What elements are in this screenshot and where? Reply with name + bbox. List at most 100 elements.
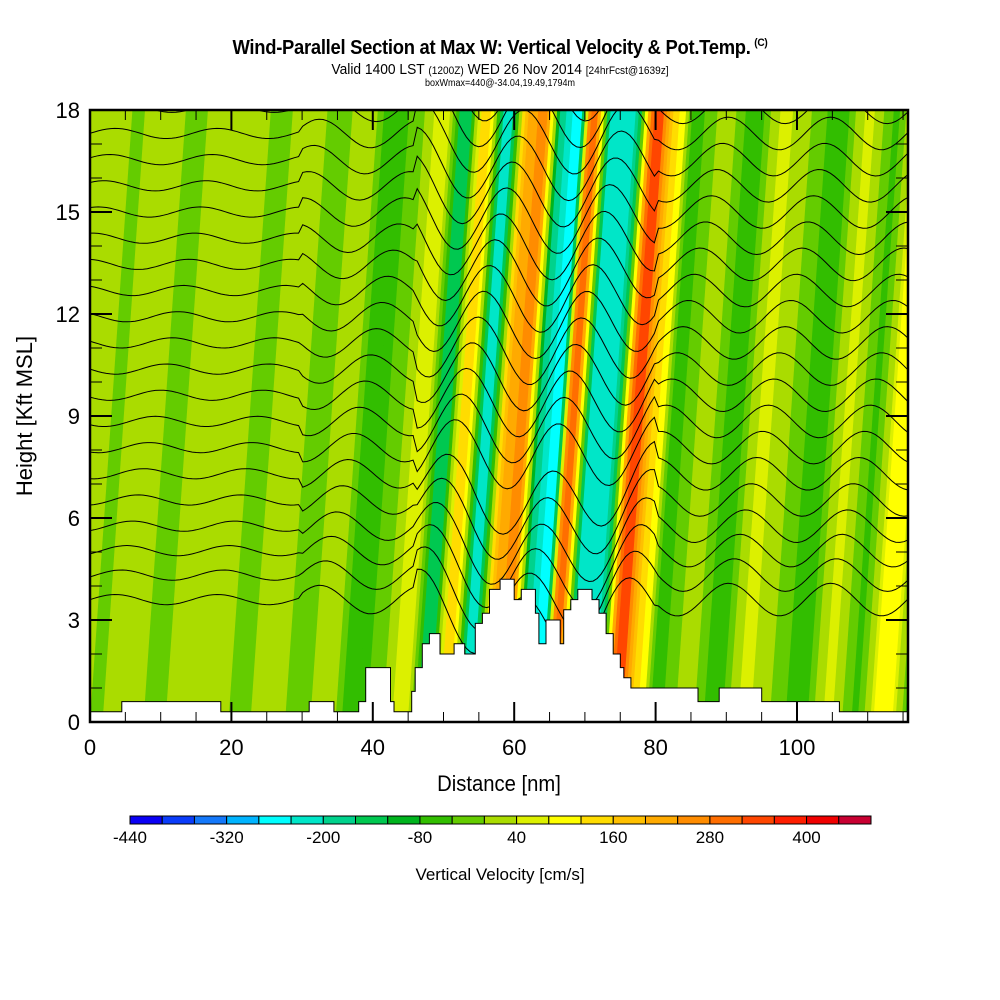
x-tick-label: 80 xyxy=(643,735,667,760)
velocity-band xyxy=(385,110,432,722)
velocity-band xyxy=(552,110,599,722)
velocity-band xyxy=(143,110,190,722)
theta-contour xyxy=(90,110,908,175)
colorbar xyxy=(129,815,872,825)
velocity-band xyxy=(533,110,580,722)
velocity-band xyxy=(675,110,722,722)
velocity-band xyxy=(222,110,269,722)
velocity-band xyxy=(502,110,549,722)
velocity-band xyxy=(370,110,417,722)
velocity-band xyxy=(319,110,366,722)
velocity-band xyxy=(90,110,137,722)
colorbar-tick-label: 160 xyxy=(599,828,627,847)
velocity-band xyxy=(288,110,335,722)
velocity-band xyxy=(653,110,700,722)
y-tick-label: 12 xyxy=(56,302,80,327)
velocity-band xyxy=(105,110,152,722)
velocity-band xyxy=(656,110,703,722)
velocity-band xyxy=(637,110,684,722)
velocity-band xyxy=(788,110,835,722)
velocity-band xyxy=(659,110,706,722)
chart-annotation: boxWmax=440@-34.04,19.49,1794m xyxy=(425,78,575,89)
theta-contour xyxy=(90,469,908,560)
velocity-band xyxy=(96,110,143,722)
colorbar-swatch xyxy=(806,815,840,825)
velocity-band xyxy=(499,110,546,722)
velocity-band xyxy=(118,110,165,722)
velocity-band xyxy=(904,676,908,722)
velocity-band xyxy=(596,110,643,722)
velocity-band xyxy=(813,110,860,722)
velocity-band xyxy=(826,110,873,722)
velocity-band xyxy=(646,110,694,722)
colorbar-swatch xyxy=(612,815,646,825)
x-axis-label: Distance [nm] xyxy=(437,772,561,796)
velocity-band xyxy=(392,110,439,722)
y-axis: 0 3 6 9 12 15 18 xyxy=(56,98,908,735)
velocity-band xyxy=(709,110,756,722)
velocity-band xyxy=(558,110,605,722)
velocity-band xyxy=(719,110,766,722)
velocity-band xyxy=(832,110,879,722)
velocity-band xyxy=(753,110,801,722)
colorbar-swatch xyxy=(226,815,260,825)
velocity-band xyxy=(527,110,574,722)
velocity-band xyxy=(741,110,788,722)
velocity-band xyxy=(156,110,203,722)
velocity-band xyxy=(209,110,256,722)
colorbar-label: Vertical Velocity [cm/s] xyxy=(415,865,584,884)
velocity-band xyxy=(190,110,237,722)
velocity-band xyxy=(124,110,171,722)
velocity-band xyxy=(480,110,527,722)
velocity-band xyxy=(734,110,782,722)
velocity-band xyxy=(200,110,247,722)
velocity-band xyxy=(212,110,259,722)
velocity-band xyxy=(590,110,637,722)
subtitle-forecast: [24hrFcst@1639z] xyxy=(585,65,669,77)
velocity-band xyxy=(193,110,240,722)
velocity-band xyxy=(549,110,596,722)
velocity-band xyxy=(561,110,609,722)
theta-contour xyxy=(90,210,908,281)
velocity-band xyxy=(93,110,140,722)
velocity-band xyxy=(206,110,253,722)
colorbar-swatch xyxy=(773,815,808,825)
chart-subtitle: Valid 1400 LST (1200Z) WED 26 Nov 2014 [… xyxy=(40,61,960,78)
colorbar-swatch xyxy=(516,815,550,825)
velocity-band xyxy=(429,110,476,722)
velocity-band xyxy=(269,110,316,722)
velocity-band xyxy=(609,110,656,722)
velocity-band xyxy=(341,110,388,722)
velocity-band xyxy=(140,110,187,722)
velocity-band xyxy=(442,110,489,722)
velocity-band xyxy=(303,110,351,722)
velocity-band xyxy=(310,110,357,722)
x-tick-label: 100 xyxy=(779,735,816,760)
velocity-band xyxy=(181,110,228,722)
velocity-band xyxy=(756,110,804,722)
velocity-band xyxy=(750,110,797,722)
x-tick-label: 60 xyxy=(502,735,526,760)
velocity-band xyxy=(602,110,649,722)
velocity-band xyxy=(627,110,675,722)
theta-contour xyxy=(90,393,908,464)
velocity-band xyxy=(571,110,618,722)
velocity-band xyxy=(511,110,558,722)
velocity-band xyxy=(539,110,587,722)
velocity-band xyxy=(543,110,590,722)
velocity-band xyxy=(583,110,631,722)
colorbar-swatch xyxy=(322,815,357,825)
colorbar-swatch xyxy=(419,815,453,825)
velocity-band xyxy=(196,110,244,722)
velocity-band xyxy=(218,110,266,722)
velocity-band xyxy=(851,110,898,722)
velocity-band xyxy=(521,110,568,722)
velocity-band xyxy=(178,110,225,722)
velocity-band xyxy=(492,110,539,722)
velocity-band xyxy=(99,110,146,722)
colorbar-ticks: -440 -320 -200 -80 40 160 280 400 xyxy=(113,828,821,847)
velocity-band xyxy=(615,110,662,722)
theta-contour xyxy=(90,440,908,535)
velocity-band xyxy=(247,110,294,722)
velocity-band xyxy=(159,110,206,722)
